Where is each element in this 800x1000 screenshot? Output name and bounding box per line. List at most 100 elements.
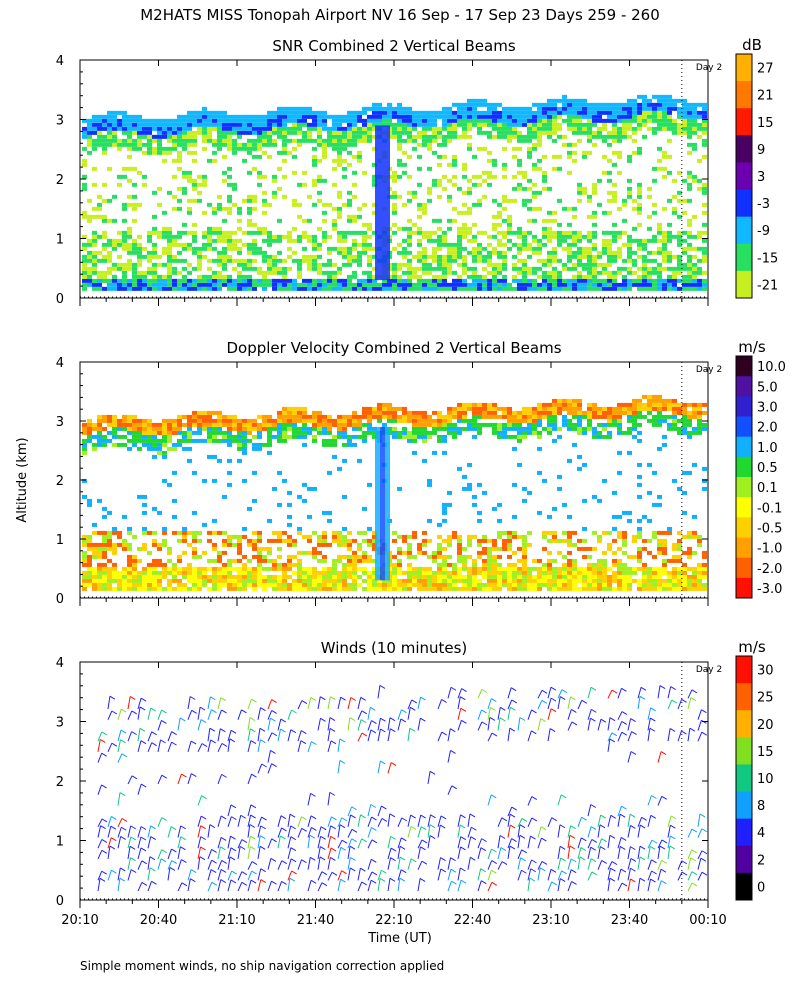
velocity-cell — [582, 410, 587, 415]
snr-cell — [432, 114, 437, 119]
snr-cell — [532, 234, 537, 239]
velocity-cell — [567, 538, 572, 543]
snr-cell — [317, 286, 322, 291]
snr-cell — [572, 110, 577, 115]
velocity-cell — [587, 410, 592, 415]
velocity-cell — [417, 426, 422, 431]
velocity-cell — [447, 574, 452, 579]
snr-cell — [107, 114, 112, 119]
snr-cell — [122, 242, 127, 247]
snr-cell — [577, 126, 582, 131]
snr-cell — [412, 110, 417, 115]
velocity-cell — [297, 566, 302, 571]
velocity-cell — [367, 430, 372, 435]
snr-cell — [207, 238, 212, 243]
velocity-cell — [297, 434, 302, 439]
snr-cell — [267, 142, 272, 147]
snr-cell — [472, 106, 477, 111]
snr-cell — [372, 146, 377, 151]
velocity-cell — [322, 430, 327, 435]
snr-cell — [217, 238, 222, 243]
snr-cell — [182, 186, 187, 191]
velocity-cell — [492, 422, 497, 427]
snr-cell — [352, 126, 357, 131]
snr-cell — [222, 138, 227, 143]
snr-cell — [667, 234, 672, 239]
snr-cell — [602, 102, 607, 107]
snr-cell — [107, 130, 112, 135]
snr-cell — [322, 282, 327, 287]
snr-cell — [227, 238, 232, 243]
velocity-cell — [277, 582, 282, 587]
snr-cell — [687, 126, 692, 131]
velocity-cell — [477, 414, 482, 419]
velocity-cell — [272, 574, 277, 579]
velocity-cell — [482, 406, 487, 411]
snr-cell — [642, 122, 647, 127]
snr-cell — [602, 230, 607, 235]
snr-cell — [237, 278, 242, 283]
velocity-cell — [107, 534, 112, 539]
velocity-cell — [207, 578, 212, 583]
velocity-cell — [407, 410, 412, 415]
snr-cell — [632, 102, 637, 107]
snr-cell — [527, 130, 532, 135]
snr-cell — [332, 226, 337, 231]
snr-cell — [657, 98, 662, 103]
velocity-cell — [182, 438, 187, 443]
snr-cell — [247, 146, 252, 151]
velocity-cell — [437, 542, 442, 547]
velocity-cell — [537, 574, 542, 579]
snr-cell — [312, 246, 317, 251]
snr-cell — [117, 282, 122, 287]
snr-cell — [312, 266, 317, 271]
velocity-cell — [612, 562, 617, 567]
velocity-cell — [277, 574, 282, 579]
velocity-cell — [247, 430, 252, 435]
snr-cell — [352, 170, 357, 175]
velocity-cell — [557, 434, 562, 439]
snr-cell — [397, 106, 402, 111]
snr-cell — [642, 110, 647, 115]
snr-cell — [337, 238, 342, 243]
velocity-cell — [477, 482, 482, 487]
velocity-cell — [552, 398, 557, 403]
snr-cell — [652, 130, 657, 135]
velocity-cell — [602, 422, 607, 427]
snr-cell — [222, 126, 227, 131]
snr-cell — [602, 154, 607, 159]
velocity-cell — [307, 574, 312, 579]
velocity-cell — [547, 570, 552, 575]
snr-cell — [622, 286, 627, 291]
snr-cell — [127, 246, 132, 251]
snr-cell — [327, 138, 332, 143]
velocity-cell — [182, 422, 187, 427]
snr-cell — [242, 198, 247, 203]
snr-cell — [632, 270, 637, 275]
snr-cell — [342, 238, 347, 243]
velocity-cell — [432, 558, 437, 563]
velocity-cell — [312, 410, 317, 415]
velocity-cell — [197, 430, 202, 435]
snr-cell — [482, 146, 487, 151]
snr-cell — [377, 102, 382, 107]
velocity-cell — [162, 570, 167, 575]
snr-cell — [617, 246, 622, 251]
snr-cell — [627, 254, 632, 259]
snr-cell — [502, 118, 507, 123]
velocity-cell — [82, 586, 87, 591]
snr-cell — [317, 262, 322, 267]
snr-cell — [542, 170, 547, 175]
snr-cell — [462, 210, 467, 215]
velocity-cell — [477, 582, 482, 587]
velocity-cell — [222, 494, 227, 499]
velocity-cell — [617, 414, 622, 419]
snr-cell — [472, 258, 477, 263]
snr-cell — [262, 114, 267, 119]
snr-cell — [517, 130, 522, 135]
velocity-cell — [637, 526, 642, 531]
velocity-cell — [597, 414, 602, 419]
velocity-cell — [172, 586, 177, 591]
snr-cell — [647, 226, 652, 231]
velocity-cell — [397, 430, 402, 435]
